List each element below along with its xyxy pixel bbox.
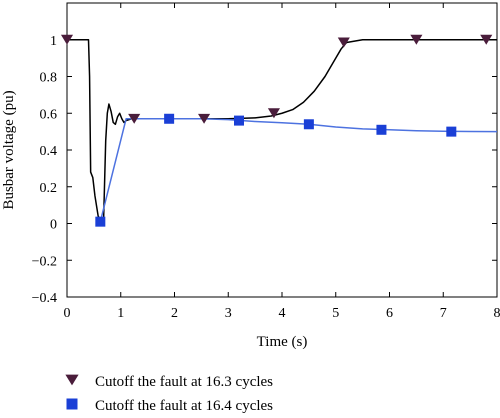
legend-label-1: Cutoff the fault at 16.3 cycles bbox=[95, 374, 273, 390]
y-axis-label: Busbar voltage (pu) bbox=[1, 90, 17, 209]
y-tick-label: 0.6 bbox=[40, 107, 58, 122]
x-tick-label: 5 bbox=[332, 306, 339, 321]
y-tick-label: 1 bbox=[50, 34, 57, 49]
series-2-marker bbox=[95, 217, 105, 227]
series-2-marker bbox=[376, 125, 386, 135]
x-tick-label: 3 bbox=[225, 306, 232, 321]
series-2-line bbox=[100, 119, 497, 222]
y-tick-label: 0.2 bbox=[40, 181, 58, 196]
plot-frame bbox=[67, 3, 497, 297]
y-tick-label: −0.2 bbox=[32, 254, 57, 269]
x-tick-label: 4 bbox=[279, 306, 286, 321]
y-tick-label: 0.8 bbox=[40, 71, 58, 86]
series-2-marker bbox=[304, 119, 314, 129]
x-tick-label: 0 bbox=[64, 306, 71, 321]
x-tick-label: 8 bbox=[494, 306, 500, 321]
y-tick-label: −0.4 bbox=[32, 291, 57, 306]
series-2-marker bbox=[164, 114, 174, 124]
axis-ticks: 0 1 2 3 4 5 6 7 8 −0.4 −0.2 0 0.2 0.4 0.6 0.8 1 bbox=[32, 3, 500, 321]
x-tick-label: 7 bbox=[440, 306, 447, 321]
x-tick-label: 1 bbox=[117, 306, 124, 321]
legend-marker-2 bbox=[67, 399, 78, 410]
x-axis-label: Time (s) bbox=[257, 334, 308, 350]
y-tick-label: 0.4 bbox=[40, 144, 58, 159]
legend: Cutoff the fault at 16.3 cycles Cutoff th… bbox=[65, 374, 273, 413]
y-tick-label: 0 bbox=[50, 218, 57, 233]
x-tick-label: 2 bbox=[171, 306, 178, 321]
x-tick-label: 6 bbox=[386, 306, 393, 321]
series-2-marker bbox=[446, 127, 456, 137]
legend-label-2: Cutoff the fault at 16.4 cycles bbox=[95, 398, 273, 413]
series-lines bbox=[67, 40, 497, 222]
legend-marker-1 bbox=[65, 375, 78, 386]
series-2-marker bbox=[234, 116, 244, 126]
